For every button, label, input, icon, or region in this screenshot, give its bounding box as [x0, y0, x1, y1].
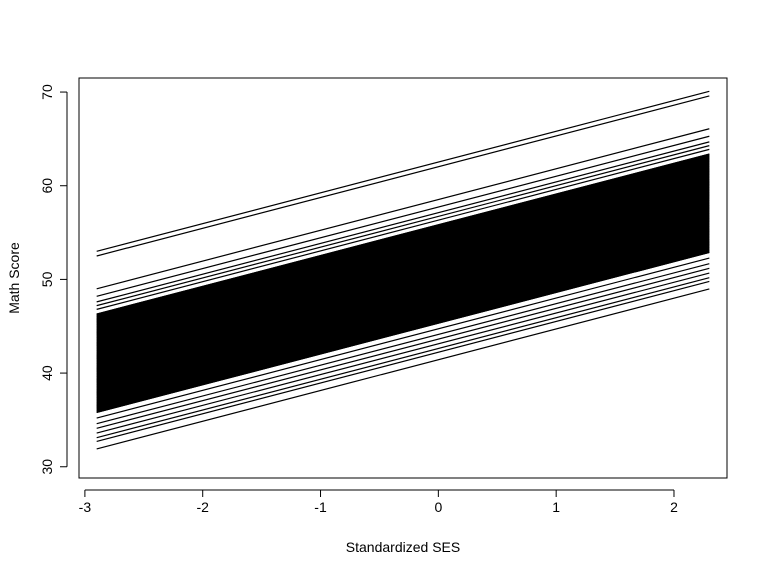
y-axis: 30 40 50 60 70 — [39, 84, 68, 475]
regression-lines — [96, 90, 710, 450]
y-axis-label: Math Score — [6, 242, 22, 314]
x-axis-label: Standardized SES — [346, 539, 460, 555]
regression-line-166 — [96, 148, 710, 310]
x-tick-label-3: 0 — [434, 499, 442, 515]
regression-line-168 — [96, 251, 710, 414]
regression-line-167 — [96, 153, 710, 315]
regression-line-169 — [96, 257, 710, 419]
regression-line-171 — [96, 267, 710, 429]
plot-frame — [78, 77, 728, 479]
y-tick-label-2: 50 — [39, 271, 55, 287]
regression-line-165 — [96, 145, 710, 307]
regression-line-170 — [96, 263, 710, 425]
regression-line-161 — [96, 95, 710, 257]
regression-line-172 — [96, 272, 710, 434]
regression-line-174 — [96, 280, 710, 443]
regression-line-163 — [96, 135, 710, 297]
x-tick-label-4: 1 — [552, 499, 560, 515]
regression-line-173 — [96, 277, 710, 439]
y-tick-label-0: 30 — [39, 459, 55, 475]
y-tick-label-4: 70 — [39, 84, 55, 100]
regression-line-160 — [96, 90, 710, 252]
regression-line-162 — [96, 128, 710, 290]
y-tick-label-1: 40 — [39, 365, 55, 381]
x-tick-label-0: -3 — [79, 499, 92, 515]
x-tick-label-5: 2 — [670, 499, 678, 515]
x-axis: -3 -2 -1 0 1 2 — [79, 489, 678, 515]
x-tick-label-1: -2 — [196, 499, 209, 515]
y-tick-label-3: 60 — [39, 178, 55, 194]
x-tick-label-2: -1 — [314, 499, 327, 515]
regression-line-175 — [96, 288, 710, 450]
regression-line-164 — [96, 141, 710, 303]
